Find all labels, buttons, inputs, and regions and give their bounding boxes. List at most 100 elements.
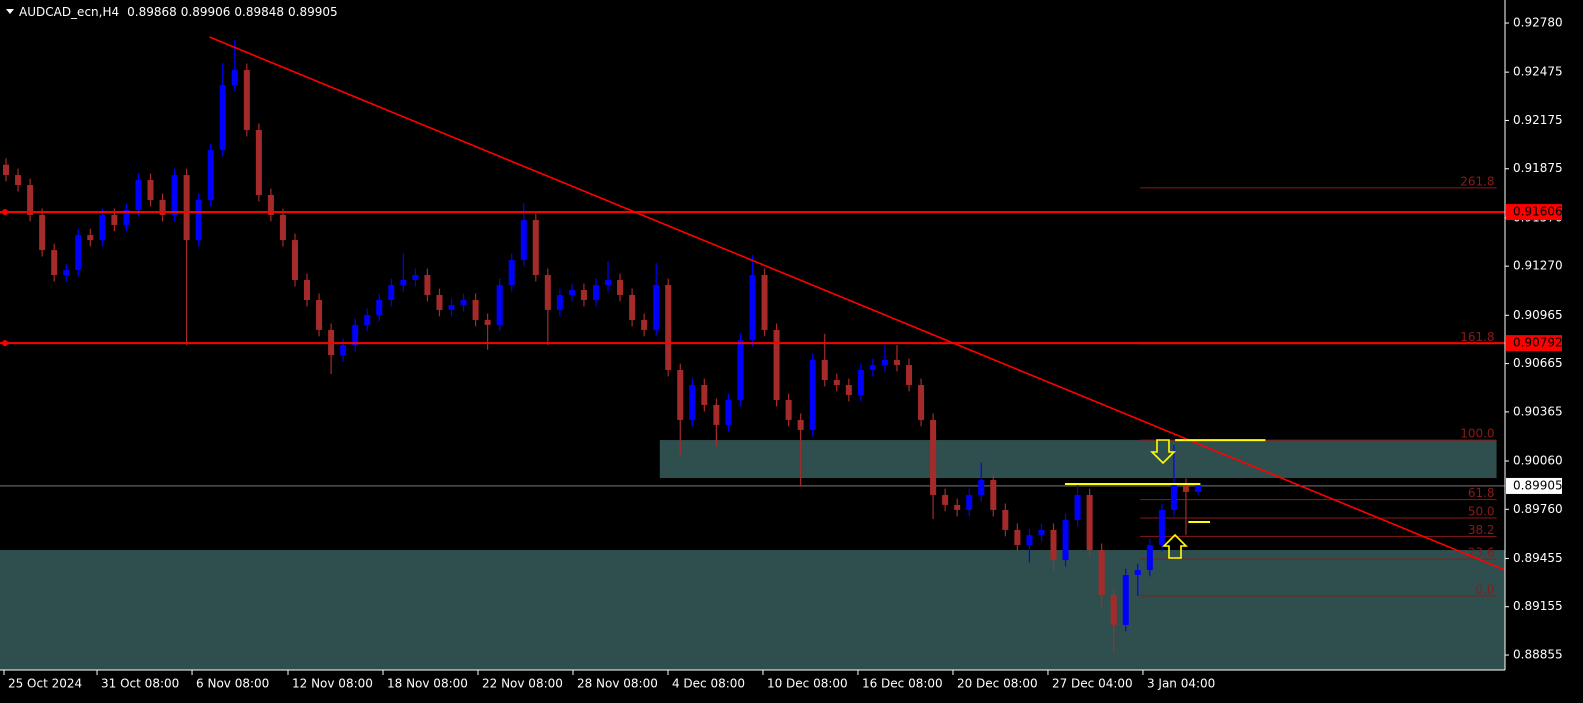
candle-body — [1122, 574, 1129, 625]
candle-body — [773, 329, 780, 400]
candle-body — [629, 294, 636, 320]
candle-body — [135, 180, 142, 210]
candle-body — [725, 399, 732, 425]
x-tick-label: 25 Oct 2024 — [8, 677, 82, 691]
candle-body — [1170, 484, 1177, 510]
candle-body — [279, 214, 286, 241]
quote-high: 0.89906 — [181, 5, 231, 19]
y-tick-label: 0.90060 — [1513, 453, 1563, 467]
candle-body — [472, 299, 479, 320]
candle-body — [255, 129, 262, 195]
zone — [659, 440, 1497, 479]
candle-body — [605, 280, 612, 286]
candle-body — [1050, 529, 1057, 561]
candle-body — [857, 370, 864, 395]
candle-body — [111, 214, 118, 225]
candle-body — [496, 285, 503, 325]
candle-body — [906, 365, 913, 385]
candle-body — [352, 324, 359, 346]
candle-body — [364, 314, 371, 325]
candle-body — [954, 504, 961, 510]
candle-body — [63, 270, 70, 276]
line-anchor — [2, 209, 8, 216]
candle-body — [942, 494, 949, 505]
zone — [0, 550, 1505, 670]
candle-body — [930, 419, 937, 495]
trend-line — [209, 36, 1506, 571]
candle-body — [701, 384, 708, 405]
candle-body — [1038, 529, 1045, 536]
x-tick-label: 20 Dec 08:00 — [957, 677, 1038, 691]
price-tag-label: 0.91606 — [1513, 205, 1563, 219]
price-tag-label: 0.90792 — [1513, 336, 1563, 350]
candle-body — [183, 175, 190, 241]
candle-body — [147, 180, 154, 200]
candle-body — [653, 285, 660, 330]
fib-label: 61.8 — [1468, 486, 1495, 500]
last-price-tag — [1506, 477, 1562, 494]
candle-body — [580, 289, 587, 300]
x-tick-label: 16 Dec 08:00 — [862, 677, 943, 691]
candle-body — [641, 319, 648, 330]
y-tick-label: 0.89155 — [1513, 599, 1563, 613]
fib-label: 261.8 — [1460, 174, 1494, 188]
candle-body — [1014, 529, 1021, 546]
last-price-label: 0.89905 — [1513, 478, 1563, 492]
quote-open: 0.89868 — [127, 5, 177, 19]
candle-body — [304, 280, 311, 300]
candle-body — [617, 280, 624, 295]
candle-body — [316, 299, 323, 330]
candle-body — [39, 214, 46, 251]
candle-body — [978, 479, 985, 495]
candle-body — [821, 360, 828, 381]
y-tick-label: 0.91875 — [1513, 161, 1563, 175]
x-tick-label: 31 Oct 08:00 — [101, 677, 179, 691]
candle-body — [99, 214, 106, 241]
candle-body — [27, 185, 34, 215]
candle-body — [893, 360, 900, 366]
candle-body — [568, 289, 575, 295]
x-tick-label: 12 Nov 08:00 — [292, 677, 373, 691]
candle-body — [123, 209, 130, 225]
candle-body — [1182, 484, 1189, 492]
candle-body — [436, 294, 443, 310]
candle-body — [532, 219, 539, 276]
x-tick-label: 3 Jan 04:00 — [1147, 677, 1215, 691]
candle-body — [1086, 494, 1093, 551]
line-anchor — [2, 340, 8, 347]
candle-body — [231, 70, 238, 86]
y-tick-label: 0.90365 — [1513, 404, 1563, 418]
candle-body — [1146, 545, 1153, 571]
candle-body — [966, 494, 973, 510]
candle-body — [1062, 519, 1069, 561]
candle-body — [809, 360, 816, 430]
candle-body — [918, 384, 925, 420]
candle-body — [448, 304, 455, 310]
fib-label: 161.8 — [1460, 330, 1494, 344]
candle-body — [484, 319, 491, 325]
lines: 0.0 23.6 38.2 50.0 61.8 100.0 161.8 261.8 — [0, 174, 1505, 597]
y-tick-label: 0.92780 — [1513, 16, 1563, 30]
down-arrow — [1150, 439, 1176, 465]
candle-body — [737, 340, 744, 400]
candle-body — [556, 294, 563, 310]
up-arrow — [1162, 533, 1188, 559]
candle-body — [665, 285, 672, 371]
candle-body — [340, 345, 347, 356]
fib-label: 23.6 — [1468, 546, 1495, 560]
candle-body — [881, 360, 888, 366]
candle-body — [219, 85, 226, 151]
candle-body — [508, 260, 515, 286]
candle-body — [869, 365, 876, 371]
candle-body — [713, 404, 720, 425]
x-tick-label: 22 Nov 08:00 — [482, 677, 563, 691]
candles — [3, 40, 1201, 653]
candle-body — [520, 219, 527, 261]
candle-body — [1098, 550, 1105, 595]
candle-body — [1110, 594, 1117, 625]
axes: 0.927800.924750.921750.918750.915700.912… — [0, 0, 1563, 691]
candle-body — [544, 275, 551, 310]
chart-title: AUDCAD_ecn,H4 0.89868 0.89906 0.89848 0.8990… — [19, 5, 338, 19]
candle-body — [195, 199, 202, 241]
